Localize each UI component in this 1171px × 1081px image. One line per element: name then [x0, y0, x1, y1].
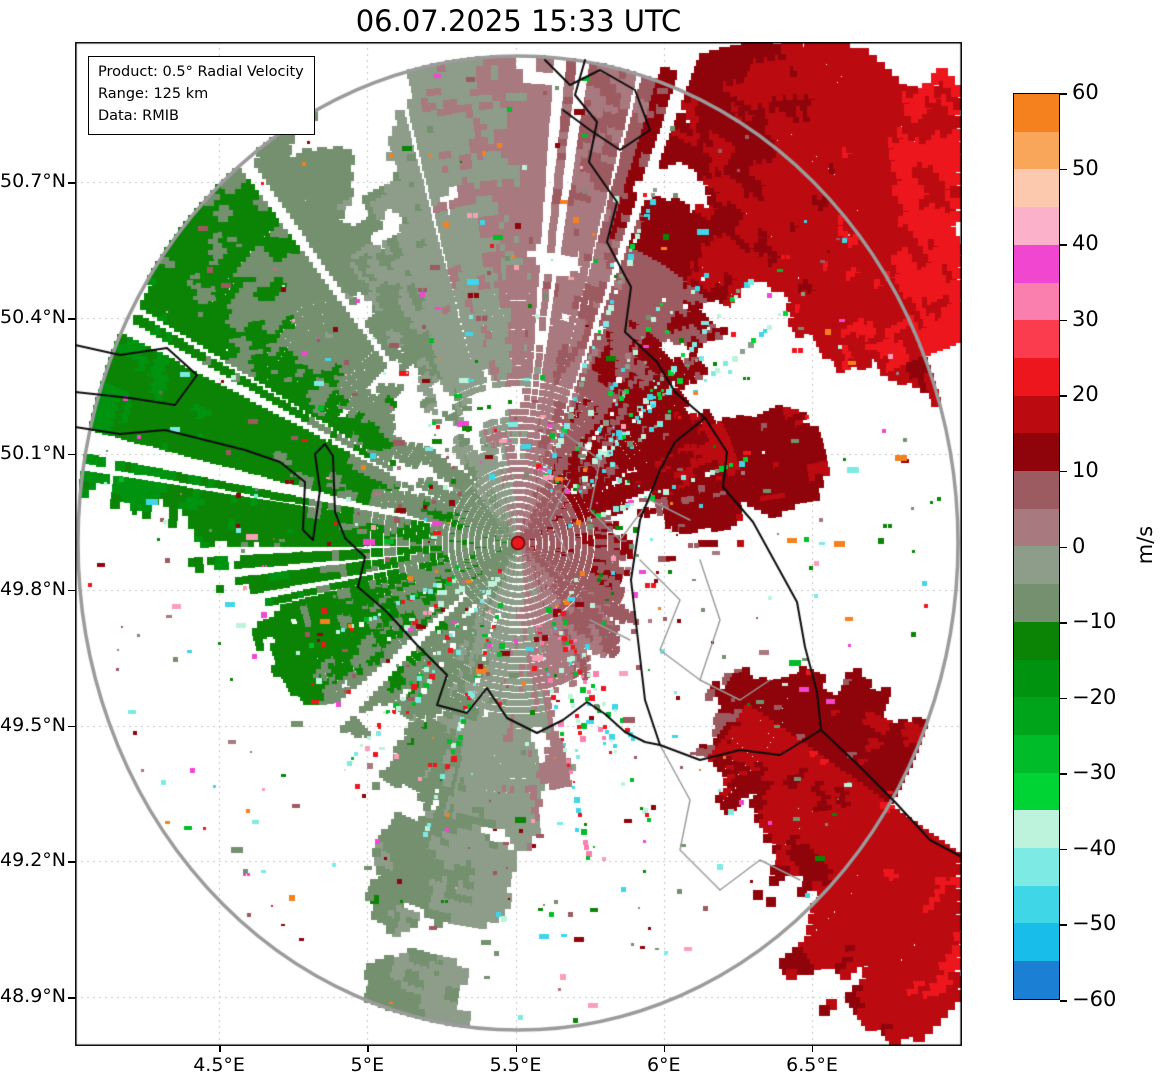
colorbar-segment: [1014, 621, 1059, 660]
y-tick-label: 49.5°N: [0, 713, 67, 736]
colorbar-segment: [1014, 584, 1059, 622]
colorbar-segment: [1014, 244, 1059, 283]
x-tick-label: 5.5°E: [489, 1054, 542, 1076]
x-tick-label: 5°E: [350, 1054, 385, 1076]
y-tick-mark: [68, 861, 75, 863]
y-tick-label: 49.8°N: [0, 577, 67, 600]
colorbar-segment: [1014, 810, 1059, 849]
colorbar-segment: [1014, 734, 1059, 773]
colorbar-tick-mark: [1060, 93, 1067, 95]
colorbar-segment: [1014, 207, 1059, 245]
colorbar-tick-label: 20: [1072, 382, 1099, 407]
colorbar: [1013, 93, 1060, 1000]
product-info-box: Product: 0.5° Radial Velocity Range: 125…: [88, 56, 315, 136]
colorbar-tick-mark: [1060, 924, 1067, 926]
page-title: 06.07.2025 15:33 UTC: [355, 4, 682, 38]
range-info-line: Range: 125 km: [98, 85, 209, 102]
colorbar-tick-label: 0: [1072, 533, 1086, 558]
x-tick-label: 6.5°E: [786, 1054, 838, 1076]
y-tick-mark: [68, 318, 75, 320]
y-tick-mark: [68, 182, 75, 184]
radar-map-canvas: [75, 42, 962, 1046]
colorbar-tick-mark: [1060, 168, 1067, 171]
colorbar-segment: [1014, 169, 1059, 208]
colorbar-tick-mark: [1060, 622, 1067, 624]
x-tick-mark: [811, 1046, 814, 1052]
colorbar-tick-mark: [1060, 319, 1067, 322]
colorbar-segment: [1014, 961, 1059, 999]
map-plot: Product: 0.5° Radial Velocity Range: 125…: [75, 42, 962, 1046]
colorbar-segment: [1014, 433, 1059, 472]
y-tick-mark: [68, 725, 75, 728]
colorbar-tick-mark: [1060, 470, 1067, 473]
colorbar-segment: [1014, 471, 1059, 509]
x-tick-mark: [219, 1046, 221, 1052]
colorbar-segment: [1014, 659, 1059, 698]
x-tick-mark: [515, 1046, 518, 1052]
colorbar-tick-mark: [1060, 244, 1067, 246]
colorbar-tick-label: 50: [1072, 155, 1099, 180]
y-tick-mark: [68, 589, 75, 592]
x-tick-mark: [663, 1046, 666, 1052]
colorbar-tick-mark: [1060, 546, 1067, 548]
colorbar-segment: [1014, 131, 1059, 170]
y-tick-mark: [68, 453, 75, 456]
y-tick-label: 50.7°N: [0, 170, 67, 193]
colorbar-tick-mark: [1060, 848, 1067, 851]
colorbar-segment: [1014, 885, 1059, 924]
colorbar-tick-mark: [1060, 1000, 1067, 1002]
colorbar-segment: [1014, 697, 1059, 735]
x-tick-mark: [367, 1046, 369, 1052]
colorbar-tick-label: 30: [1072, 306, 1099, 331]
colorbar-segment: [1014, 508, 1059, 547]
colorbar-segment: [1014, 94, 1059, 132]
colorbar-tick-mark: [1060, 395, 1067, 397]
colorbar-tick-label: −30: [1072, 760, 1117, 785]
colorbar-segment: [1014, 282, 1059, 321]
colorbar-tick-label: 40: [1072, 231, 1099, 256]
colorbar-segment: [1014, 357, 1059, 396]
x-tick-label: 6°E: [646, 1054, 681, 1076]
x-tick-label: 4.5°E: [193, 1054, 245, 1076]
colorbar-tick-label: 60: [1072, 80, 1099, 104]
colorbar-segment: [1014, 395, 1059, 434]
colorbar-segment: [1014, 546, 1059, 585]
colorbar-segment: [1014, 848, 1059, 886]
y-tick-label: 50.1°N: [0, 441, 67, 464]
colorbar-tick-label: −60: [1072, 987, 1117, 1011]
colorbar-segment: [1014, 923, 1059, 962]
colorbar-tick-label: −50: [1072, 911, 1117, 936]
data-source-line: Data: RMIB: [98, 107, 179, 124]
product-info-line: Product: 0.5° Radial Velocity: [98, 64, 304, 80]
colorbar-segment: [1014, 772, 1059, 811]
colorbar-tick-label: −40: [1072, 835, 1117, 860]
colorbar-tick-mark: [1060, 697, 1067, 700]
colorbar-tick-mark: [1060, 773, 1067, 775]
colorbar-tick-label: −10: [1072, 609, 1117, 634]
y-tick-label: 49.2°N: [0, 849, 67, 872]
y-tick-label: 48.9°N: [0, 985, 67, 1008]
colorbar-tick-label: −20: [1072, 684, 1117, 709]
colorbar-unit-label: m/s: [1133, 525, 1157, 565]
colorbar-segment: [1014, 320, 1059, 358]
y-tick-mark: [68, 997, 75, 999]
colorbar-tick-label: 10: [1072, 457, 1099, 482]
y-tick-label: 50.4°N: [0, 306, 67, 329]
